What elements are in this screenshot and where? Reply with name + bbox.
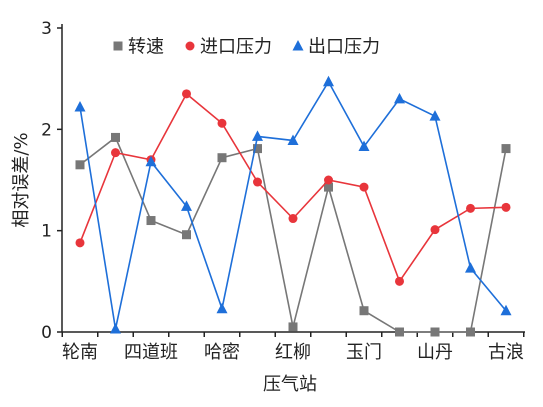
legend-label: 转速 <box>128 37 164 58</box>
legend-marker <box>292 40 304 51</box>
data-point <box>216 302 228 314</box>
data-point <box>217 153 227 163</box>
legend-label: 出口压力 <box>308 37 380 58</box>
series-layer <box>74 75 512 337</box>
data-point <box>501 144 511 154</box>
x-tick-label: 哈密 <box>204 342 240 363</box>
series-2 <box>75 89 511 286</box>
data-point <box>288 214 298 224</box>
y-tick-label: 0 <box>41 323 52 343</box>
data-point <box>359 182 369 192</box>
y-tick-label: 1 <box>41 222 52 242</box>
legend-marker <box>185 41 195 51</box>
data-point <box>429 110 441 121</box>
data-point <box>287 134 299 145</box>
data-point <box>217 118 227 128</box>
x-tick-label: 红柳 <box>275 342 311 363</box>
data-point <box>324 175 333 185</box>
data-point <box>501 202 511 212</box>
data-point <box>466 327 475 337</box>
data-point <box>394 92 405 104</box>
data-point <box>111 148 120 158</box>
legend: 转速 进口压力 出口压力 <box>113 37 380 58</box>
legend-marker <box>113 41 123 51</box>
data-point <box>358 140 370 152</box>
y-ticks: 0 1 2 3 <box>41 19 62 343</box>
data-point <box>324 182 333 192</box>
data-point <box>323 75 334 87</box>
data-point <box>252 130 263 141</box>
data-point <box>359 306 369 316</box>
legend-label: 进口压力 <box>200 37 272 58</box>
series-line <box>79 136 507 333</box>
series-1 <box>75 132 511 337</box>
data-point <box>253 177 262 187</box>
x-tick-label: 四道班 <box>124 342 178 363</box>
data-point <box>430 225 440 235</box>
y-axis-title: 相对误差/% <box>11 132 32 227</box>
x-axis-title: 压气站 <box>263 374 317 395</box>
axes <box>61 24 525 333</box>
data-point <box>75 160 85 170</box>
data-point <box>288 322 298 332</box>
data-point <box>74 101 86 112</box>
data-point <box>111 132 120 142</box>
y-tick-label: 3 <box>41 19 52 39</box>
data-point <box>465 262 476 273</box>
data-point <box>145 155 157 167</box>
x-tick-label: 山丹 <box>417 342 453 363</box>
data-point <box>110 322 121 334</box>
data-point <box>182 89 191 99</box>
y-tick-label: 2 <box>41 120 52 140</box>
data-point <box>253 144 262 154</box>
data-point <box>395 276 404 286</box>
x-ticks: 轮南 四道班 哈密 红柳 玉门 山丹 古浪 <box>61 332 525 363</box>
series-3 <box>74 75 512 334</box>
data-point <box>466 203 475 213</box>
series-line <box>79 92 507 284</box>
x-tick-label: 玉门 <box>346 342 382 363</box>
data-point <box>181 200 192 211</box>
data-point <box>500 304 512 316</box>
data-point <box>430 327 440 337</box>
x-tick-label: 古浪 <box>488 342 524 363</box>
data-point <box>146 216 156 226</box>
data-point <box>182 230 191 240</box>
data-point <box>75 238 85 248</box>
x-tick-label: 轮南 <box>62 342 98 363</box>
data-point <box>395 327 404 337</box>
